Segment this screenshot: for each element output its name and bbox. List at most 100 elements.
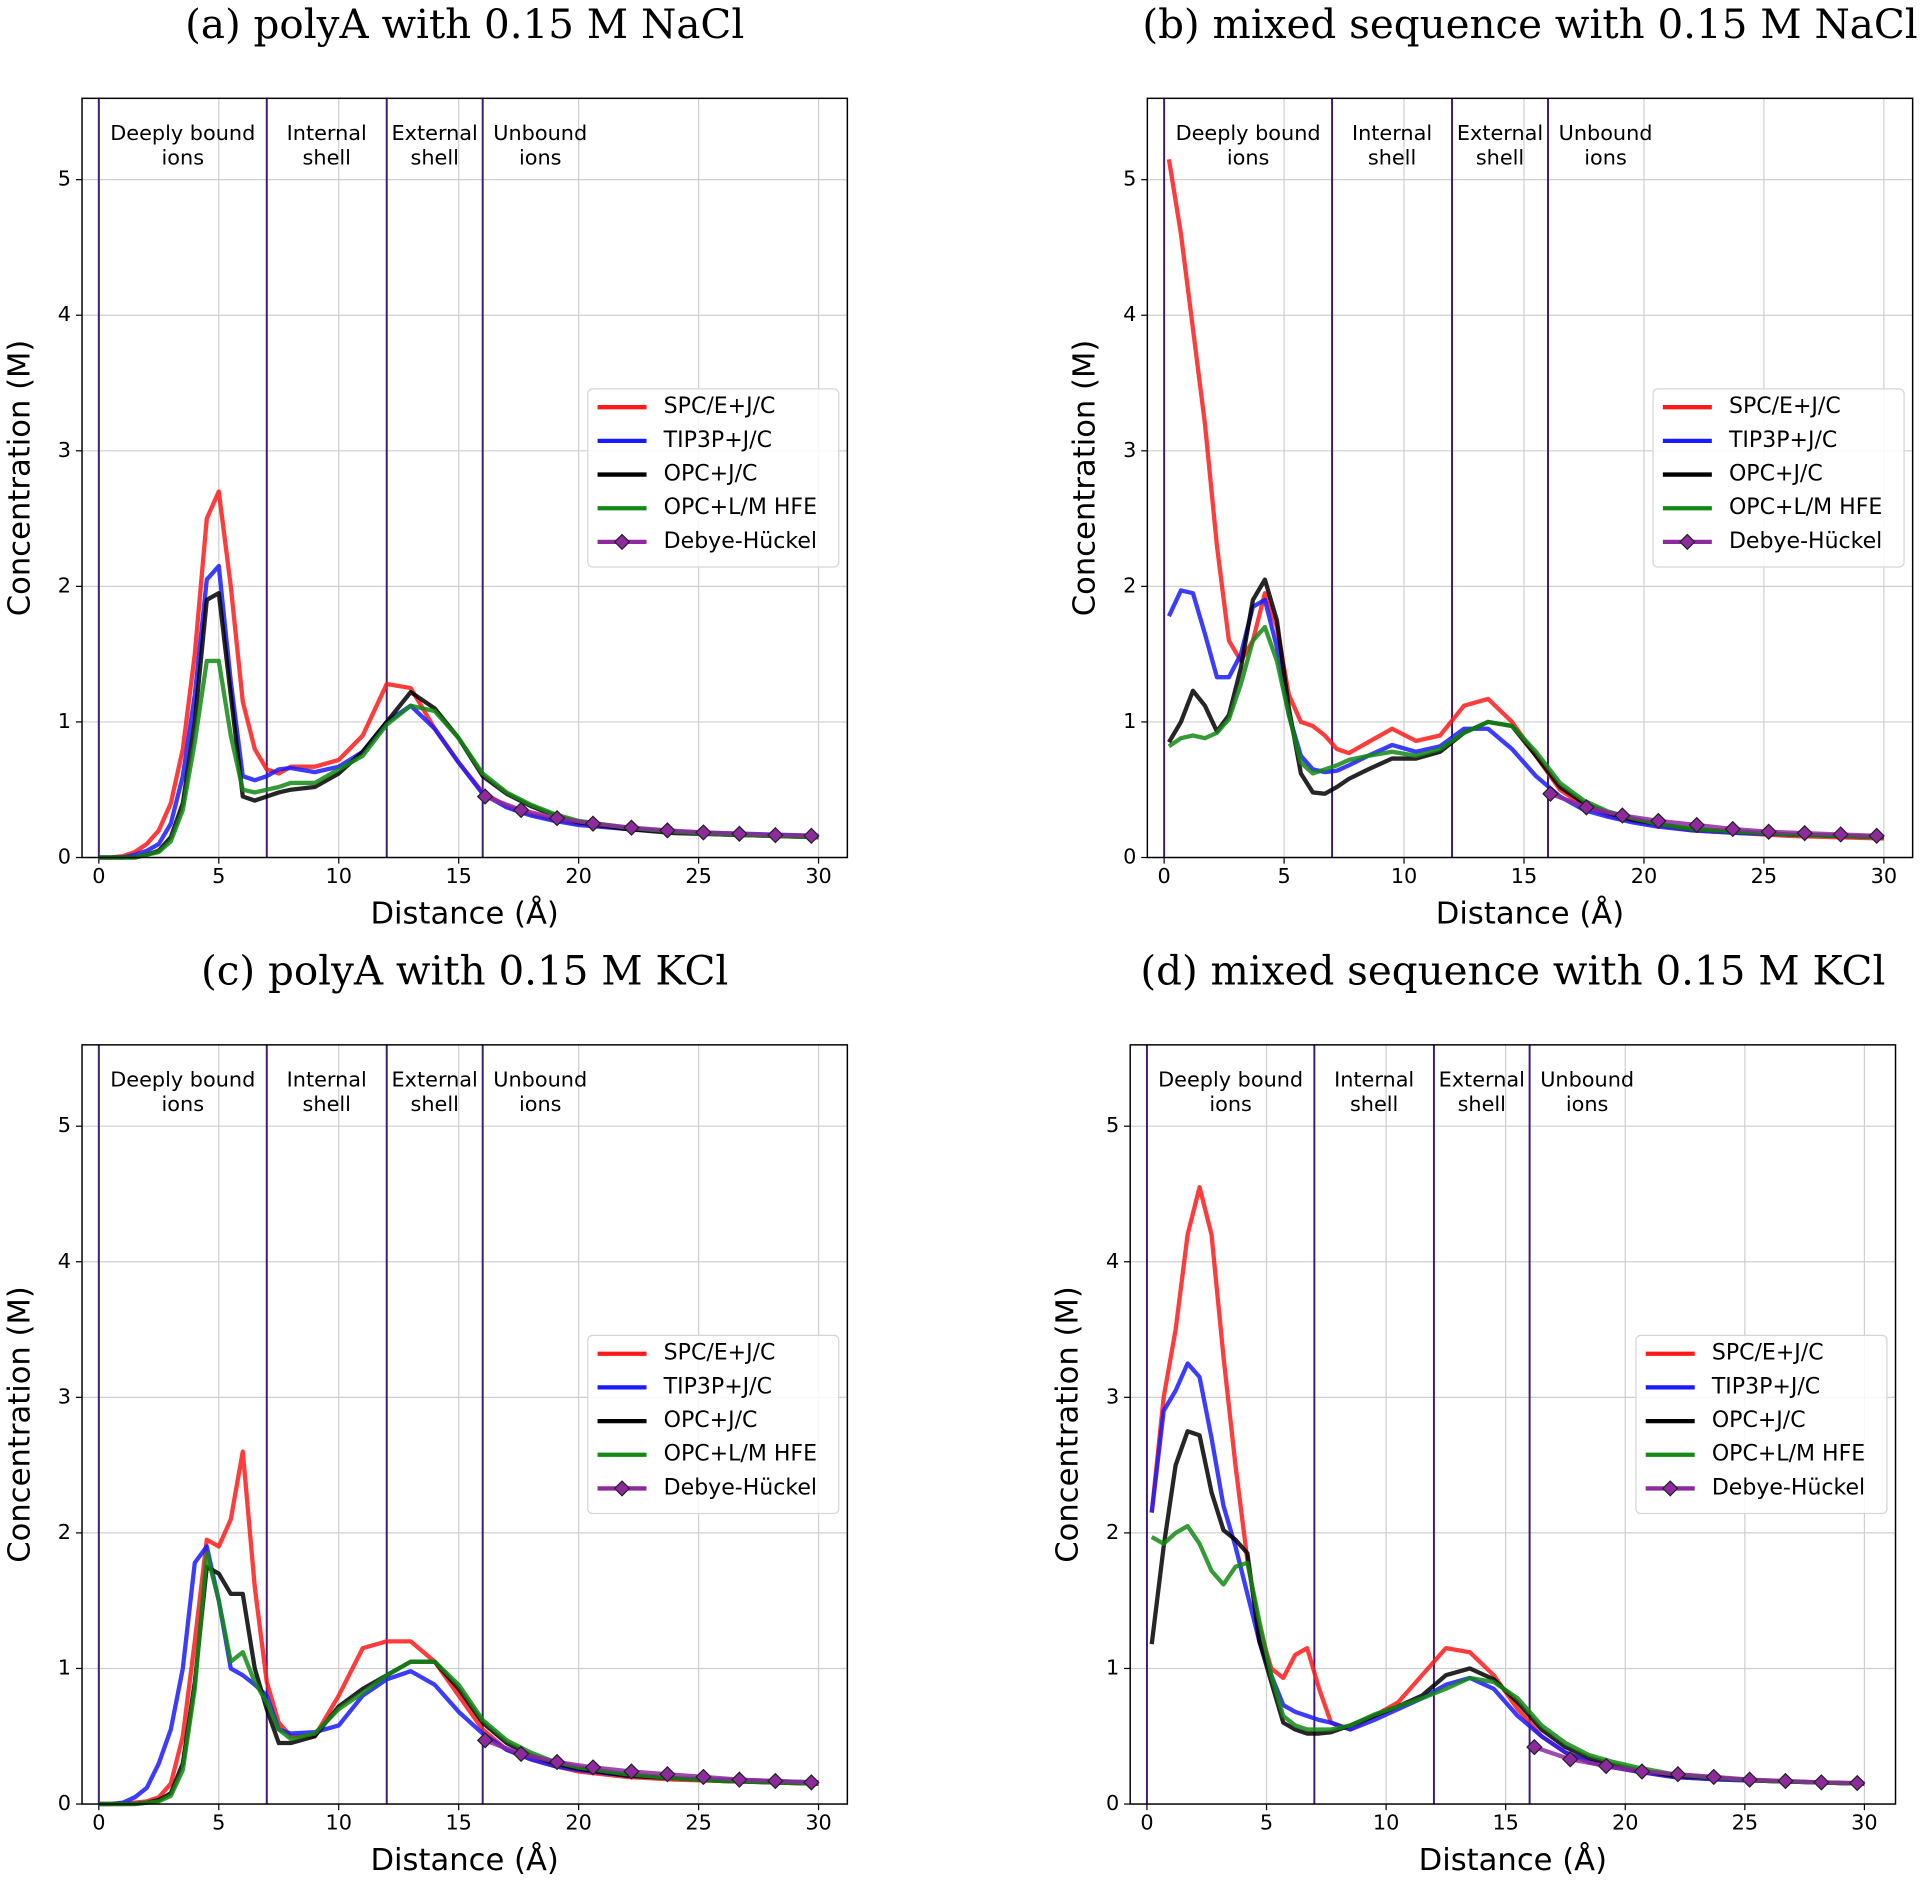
region-label: shell [1368,145,1416,169]
legend-label: TIP3P+J/C [1711,1374,1820,1399]
x-tick-label: 15 [445,1811,471,1835]
series-marker [1542,785,1559,803]
x-tick-label: 5 [1260,1811,1273,1835]
y-tick-label: 5 [1123,167,1136,191]
region-label: Internal [1334,1067,1414,1091]
region-label: ions [1584,145,1627,169]
y-tick-label: 3 [58,438,71,462]
y-tick-label: 3 [58,1384,71,1408]
x-tick-label: 0 [1140,1811,1153,1835]
region-label: External [392,121,478,145]
series-marker [659,822,676,839]
region-label: Internal [287,1067,367,1091]
region-label: ions [162,145,205,169]
series-marker [1614,807,1631,824]
subplot: (d) mixed sequence with 0.15 M KCl Distan… [1050,946,1897,1878]
region-label: shell [1458,1092,1506,1116]
region-label: ions [519,145,562,169]
region-label: Internal [287,121,367,145]
series-marker [803,827,820,845]
legend-label: OPC+J/C [664,462,758,487]
legend-label: OPC+J/C [1729,462,1823,487]
series-line [1549,791,1877,838]
series-marker [659,1765,676,1783]
subplot-title: (d) mixed sequence with 0.15 M KCl [1140,946,1885,994]
region-label: Deeply bound [1158,1067,1303,1091]
y-tick-label: 1 [1123,709,1136,733]
legend-label: SPC/E+J/C [1729,394,1841,419]
x-tick-label: 5 [1277,864,1290,888]
series-marker [1724,820,1741,838]
region-label: Deeply bound [110,121,255,145]
x-tick-label: 0 [1158,864,1171,888]
x-tick-label: 10 [1391,864,1417,888]
series-marker [1777,1772,1794,1790]
x-axis-label: Distance (Å) [1436,896,1624,932]
legend-label: SPC/E+J/C [664,394,776,419]
y-tick-label: 2 [1106,1520,1119,1544]
x-tick-label: 10 [1373,1811,1399,1835]
y-tick-label: 4 [58,302,71,326]
series-marker [1849,1774,1866,1792]
y-tick-label: 4 [1106,1249,1119,1273]
subplot-title: (b) mixed sequence with 0.15 M NaCl [1142,0,1917,48]
x-tick-label: 15 [445,864,471,888]
x-axis-label: Distance (Å) [1419,1842,1607,1878]
region-label: Unbound [1559,121,1653,145]
y-tick-label: 5 [1106,1113,1119,1137]
x-tick-label: 30 [805,1811,831,1835]
y-tick-label: 1 [58,709,71,733]
legend-label: OPC+L/M HFE [664,495,817,520]
x-tick-label: 5 [212,864,225,888]
x-tick-label: 5 [212,1811,225,1835]
region-label: shell [1476,145,1524,169]
series-marker [1760,823,1777,840]
series-marker [803,1774,820,1791]
x-tick-label: 15 [1492,1811,1518,1835]
series-marker [695,824,712,841]
series-marker [623,1763,640,1780]
series-marker [1705,1768,1722,1786]
legend-box [587,388,840,568]
x-tick-label: 30 [1871,864,1897,888]
series-marker [548,809,566,827]
x-tick-label: 20 [565,1811,591,1835]
x-axis-label: Distance (Å) [370,1842,558,1878]
legend-label: SPC/E+J/C [1712,1341,1824,1366]
x-tick-label: 0 [92,1811,105,1835]
legend-box [1652,388,1905,568]
plot-frame [1129,1044,1897,1805]
y-tick-label: 2 [58,573,71,597]
series-marker [1813,1774,1830,1791]
series-marker [1796,824,1813,842]
x-tick-label: 25 [685,1811,711,1835]
region-label: External [392,1067,478,1091]
legend-marker [613,533,631,551]
y-tick-label: 0 [58,1791,71,1815]
series-line [484,1738,812,1785]
region-label: External [1457,121,1543,145]
series-marker [1741,1771,1758,1788]
y-axis-label: Concentration (M) [1068,340,1103,617]
region-label: ions [1209,1092,1252,1116]
y-tick-label: 3 [1123,438,1136,462]
plot-frame [81,97,849,859]
series-marker [731,825,748,842]
series-marker [1688,816,1705,834]
legend-label: Debye-Hückel [1729,529,1882,554]
x-tick-label: 20 [1631,864,1657,888]
series-marker [1669,1765,1687,1783]
x-tick-label: 0 [92,864,105,888]
series-line [1167,577,1884,840]
y-tick-label: 5 [58,167,71,191]
plot-frame [1146,97,1914,859]
y-axis-label: Concentration (M) [1050,1286,1085,1563]
y-tick-label: 1 [1106,1655,1119,1679]
legend-label: TIP3P+J/C [663,1374,772,1399]
subplot: (a) polyA with 0.15 M NaCl Distance (Å) Co… [2,0,849,932]
y-tick-label: 4 [58,1249,71,1273]
x-tick-label: 10 [326,1811,352,1835]
series-marker [695,1768,712,1786]
y-tick-label: 0 [58,845,71,869]
